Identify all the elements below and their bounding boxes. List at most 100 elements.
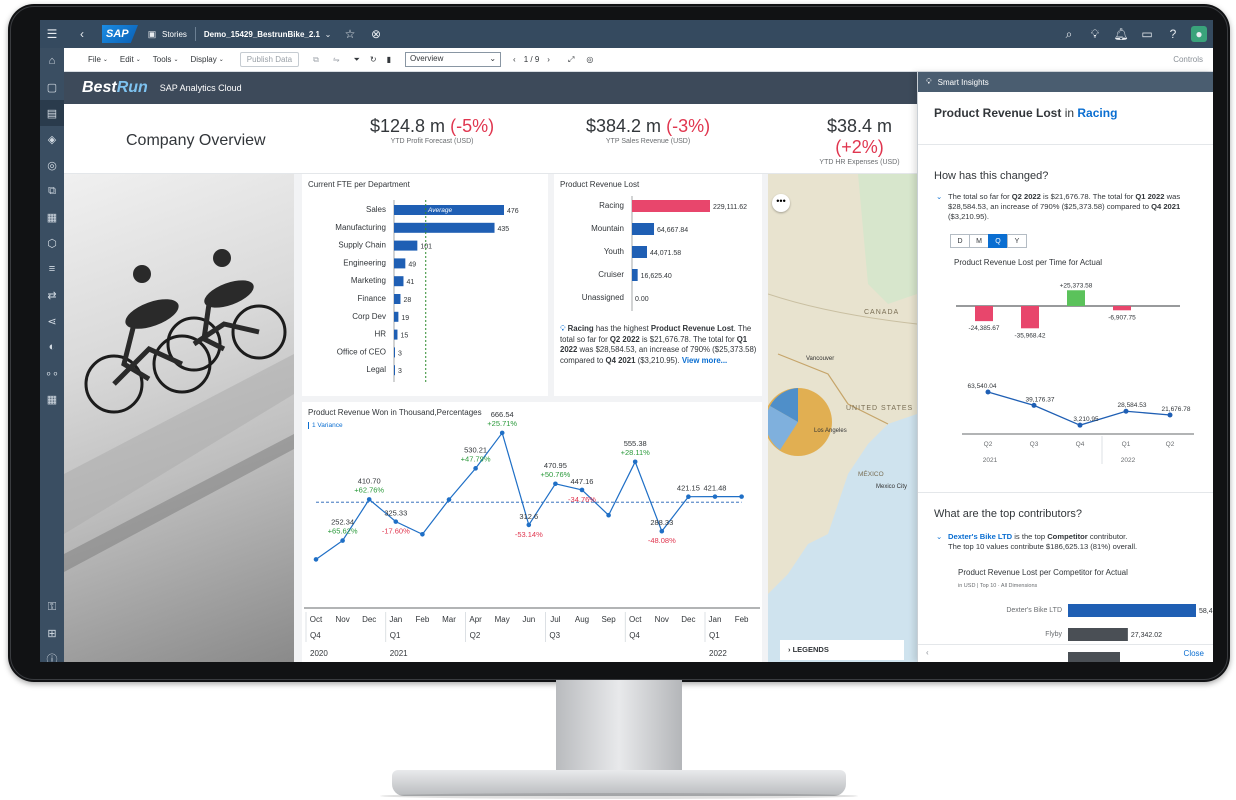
month-tick-label: Dec — [362, 615, 376, 624]
trend-value-label: 28,584.53 — [1118, 402, 1147, 409]
menu-icon[interactable]: ☰ — [46, 27, 58, 41]
revenue-won-variance-label: +65.62% — [328, 527, 358, 536]
planning-icon[interactable]: ≡ — [48, 263, 56, 275]
seg-month[interactable]: M — [969, 234, 989, 248]
trend-point — [1123, 408, 1129, 414]
prev-page-icon[interactable]: ‹ — [513, 55, 516, 64]
refresh-icon[interactable]: ↻ — [369, 55, 377, 64]
shell-bar: ☰ ‹ SAP ▣ Stories Demo_15429_BestrunBike… — [40, 20, 1213, 48]
smart-insights-header: 💡︎ Smart Insights — [918, 72, 1213, 92]
variance-link[interactable]: 1 Variance — [308, 422, 343, 429]
fte-value-label: 49 — [408, 261, 416, 268]
monitor-stand-base — [392, 770, 846, 796]
search-icon[interactable]: ⌕ — [1065, 26, 1073, 41]
geo-map[interactable]: CANADA UNITED STATES MÉXICO Vancouver Lo… — [768, 174, 917, 662]
story-name[interactable]: Demo_15429_BestrunBike_2.1 — [203, 29, 320, 39]
fte-chart-card[interactable]: Current FTE per Department Sales 476 Manuf… — [302, 174, 548, 396]
security-icon[interactable]: ⚿ — [47, 600, 57, 613]
variance-value-label: -6,907.75 — [1108, 314, 1136, 321]
revenue-won-value-label: 421.15 — [677, 484, 700, 493]
month-tick-label: Jun — [522, 615, 535, 624]
chat-icon[interactable]: ▭ — [1141, 27, 1153, 41]
home-icon[interactable]: ⌂ — [48, 55, 56, 67]
digital-boardroom-icon[interactable]: ◎ — [47, 159, 57, 172]
next-page-icon[interactable]: › — [547, 55, 550, 64]
screen: ☰ ‹ SAP ▣ Stories Demo_15429_BestrunBike… — [40, 20, 1213, 662]
revenue-won-point — [606, 512, 611, 518]
chevron-down-icon[interactable]: ⌄ — [324, 29, 332, 39]
app-name[interactable]: Stories — [162, 29, 187, 39]
fte-category-label: Corp Dev — [352, 312, 386, 321]
kpi-sales[interactable]: $384.2 m (-3%) YTP Sales Revenue (USD) — [586, 116, 711, 145]
seg-day[interactable]: D — [950, 234, 970, 248]
fte-category-label: Sales — [366, 205, 386, 214]
calendar-icon[interactable]: ▦ — [46, 393, 58, 406]
competitor-value-label: 58,464.05 — [1199, 608, 1213, 615]
fte-bar — [394, 240, 418, 251]
seg-year[interactable]: Y — [1007, 234, 1027, 248]
file-menu[interactable]: File — [88, 55, 101, 64]
fte-category-label: Legal — [366, 365, 386, 374]
tools-menu[interactable]: Tools — [152, 55, 172, 64]
revenue-won-value-label: 312.6 — [519, 512, 538, 521]
contributor-insight-text: ⌄ Dexter's Bike LTD is the top Competito… — [936, 532, 1138, 551]
time-trend-chart: 63,540.04 39,176.37 3,210.95 28,584.53 21,67… — [962, 383, 1194, 464]
system-icon[interactable]: ⊞ — [47, 627, 57, 640]
files-icon[interactable]: ▢ — [46, 81, 58, 94]
controls-link[interactable]: Controls — [1173, 55, 1203, 64]
bookmark-icon[interactable]: ▮ — [386, 55, 392, 64]
lightbulb-icon[interactable]: 💡︎ — [1090, 26, 1100, 41]
stories-nav-icon[interactable]: ▤ — [40, 100, 64, 126]
map-more-icon[interactable]: ••• — [772, 194, 790, 212]
close-circle-icon[interactable]: ⊗ — [370, 27, 382, 41]
star-icon[interactable]: ☆ — [344, 27, 356, 41]
lost-category-label: Unassigned — [582, 293, 624, 302]
connections-icon[interactable]: ⋖ — [47, 315, 57, 328]
check-circle-icon[interactable]: ◎ — [586, 55, 594, 64]
info-icon[interactable]: ⓘ — [46, 654, 58, 662]
lost-bar — [632, 200, 710, 212]
seg-quarter[interactable]: Q — [988, 234, 1008, 248]
fullscreen-icon[interactable]: ⤢ — [567, 54, 575, 64]
revenue-lost-insight: 💡︎ Racing has the highest Product Revenu… — [560, 324, 757, 365]
edit-menu[interactable]: Edit — [119, 55, 134, 64]
trend-point — [985, 389, 991, 395]
revenue-won-point — [393, 519, 399, 524]
fte-bar — [394, 365, 395, 376]
data-icon[interactable]: ▦ — [46, 211, 58, 224]
workflow-icon[interactable]: ⇄ — [47, 289, 57, 302]
revenue-won-variance-label: -34.76% — [568, 495, 596, 504]
back-icon[interactable]: ‹ — [926, 648, 929, 657]
analytics-icon[interactable]: ◈ — [47, 133, 57, 146]
discovery-icon[interactable]: ◐ — [48, 341, 56, 353]
trend-quarter-label: Q3 — [1030, 441, 1039, 448]
filter-icon[interactable]: ⏷ — [353, 54, 360, 64]
fte-value-label: 19 — [401, 315, 409, 322]
page-select[interactable]: Overview ⌄ — [405, 52, 502, 67]
help-icon[interactable]: ? — [1169, 27, 1177, 41]
copy-icon[interactable]: ⧉ — [313, 54, 319, 64]
back-icon[interactable]: ‹ — [80, 27, 84, 41]
page-title: Company Overview — [126, 132, 266, 149]
predictive-icon[interactable]: ∘∘ — [45, 367, 59, 380]
legends-toggle[interactable]: › LEGENDS — [780, 640, 904, 660]
close-button[interactable]: Close — [1183, 649, 1204, 658]
view-more-link[interactable]: View more... — [681, 355, 728, 365]
display-menu[interactable]: Display — [190, 55, 217, 64]
fte-category-label: Supply Chain — [338, 241, 386, 250]
time-granularity-toggle[interactable]: D M Q Y — [950, 234, 1027, 248]
avatar[interactable]: ● — [1191, 26, 1207, 42]
kpi-profit[interactable]: $124.8 m (-5%) YTD Profit Forecast (USD) — [370, 116, 495, 145]
kpi-hr[interactable]: $38.4 m (+2%) YTD HR Expenses (USD) — [819, 116, 900, 166]
fte-bar — [394, 329, 398, 340]
publish-data-button[interactable]: Publish Data — [239, 52, 300, 67]
revenue-lost-card[interactable]: Product Revenue Lost Racing 229,111.62 Mou… — [554, 174, 762, 396]
model-icon[interactable]: ⬡ — [47, 237, 57, 250]
link-icon[interactable]: ⇋ — [332, 55, 340, 64]
revenue-won-variance-label: -53.14% — [515, 530, 543, 539]
average-label: Average — [427, 207, 452, 214]
revenue-won-card[interactable]: Product Revenue Won in Thousand,Percenta… — [302, 402, 762, 662]
analytic-application-icon[interactable]: ⧉ — [48, 184, 56, 197]
bell-icon[interactable]: 🔔︎ — [1113, 27, 1129, 41]
revenue-won-variance-label: -17.60% — [382, 527, 410, 536]
